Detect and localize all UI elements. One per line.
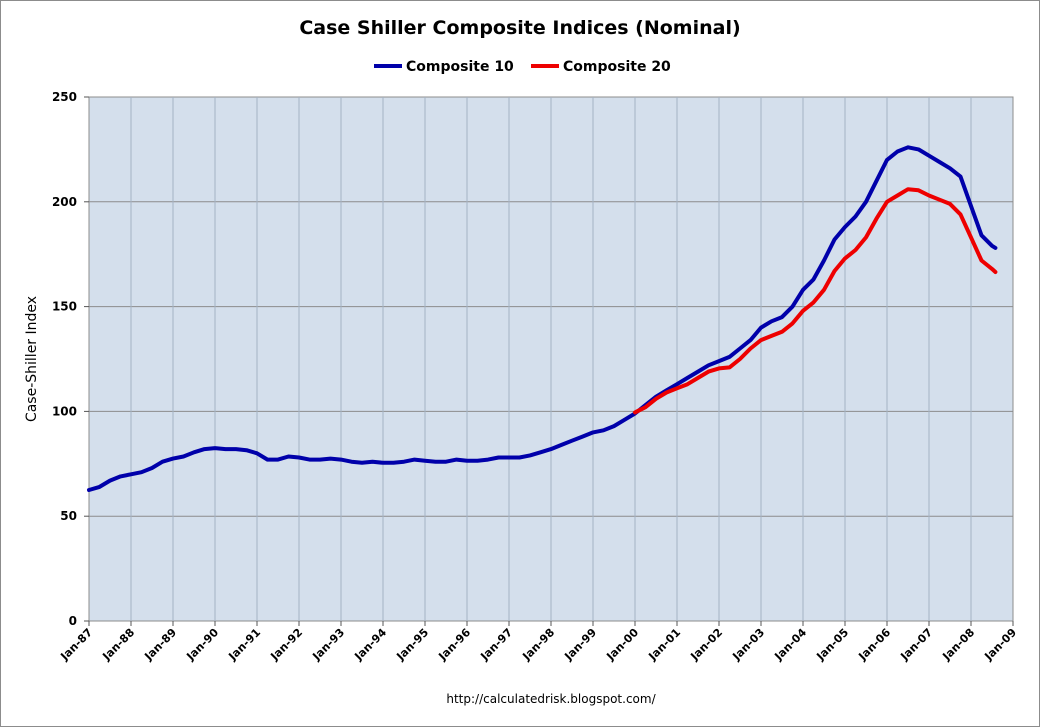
legend-label-composite-20: Composite 20 [563, 59, 671, 75]
x-gridlines [130, 97, 972, 621]
y-axis-label: Case-Shiller Index [24, 296, 40, 422]
series-lines [87, 145, 998, 492]
y-axis: 0 50 100 150 200 250 [52, 90, 89, 628]
y-tick-label-50: 50 [60, 509, 77, 523]
y-tick-label-150: 150 [52, 300, 77, 314]
legend: Composite 10 Composite 20 [374, 59, 671, 75]
series-line-composite-10 [87, 145, 998, 492]
series-line-composite-20 [633, 187, 998, 415]
chart-title: Case Shiller Composite Indices (Nominal) [299, 17, 740, 39]
source-note: http://calculatedrisk.blogspot.com/ [446, 692, 656, 706]
y-tick-label-0: 0 [69, 614, 77, 628]
y-tick-label-250: 250 [52, 90, 77, 104]
y-tick-label-200: 200 [52, 195, 77, 209]
legend-label-composite-10: Composite 10 [406, 59, 514, 75]
y-tick-label-100: 100 [52, 404, 77, 418]
